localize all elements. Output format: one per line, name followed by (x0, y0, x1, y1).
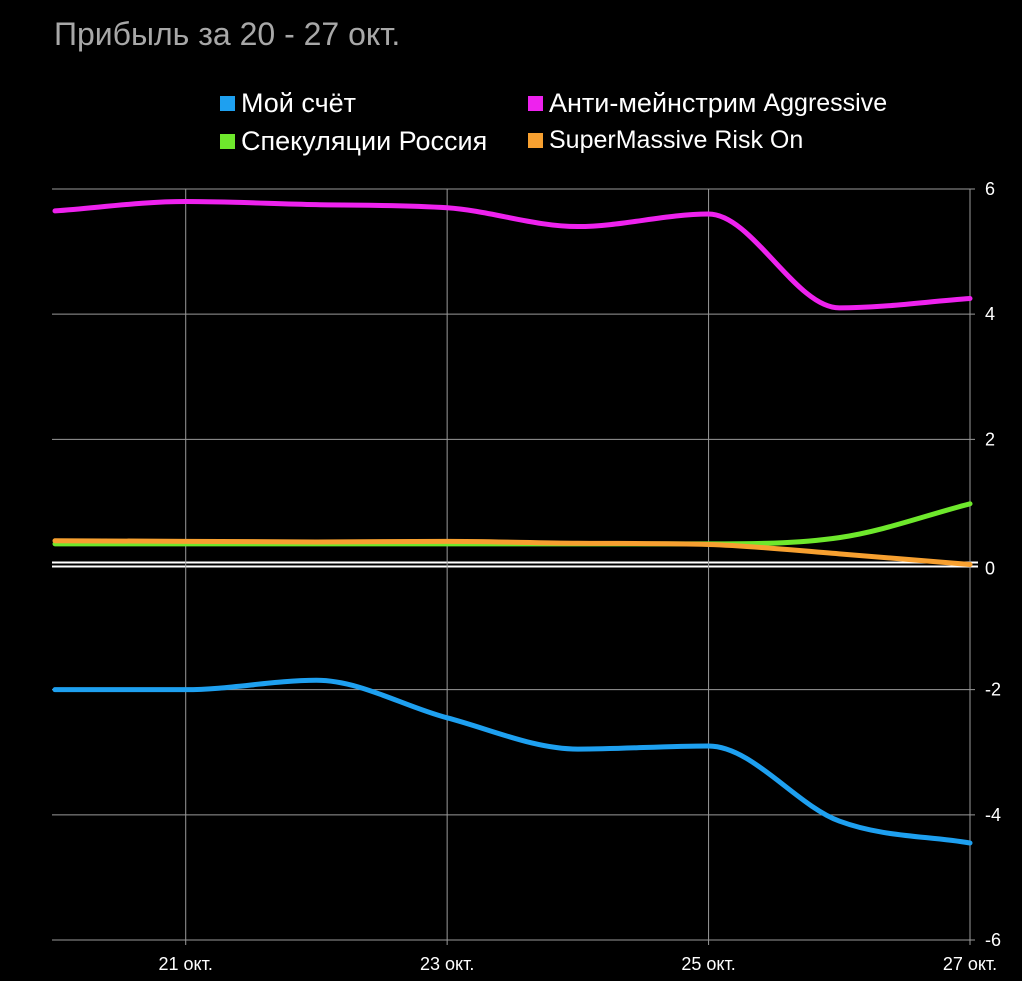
x-tick-label: 27 окт. (943, 954, 997, 974)
legend-label: Спекуляции Россия (241, 126, 488, 156)
x-tick-label: 23 окт. (420, 954, 474, 974)
legend-item-my-account: Мой счёт (220, 88, 356, 119)
series-line-my-account (52, 677, 973, 846)
legend-item-speculation-russia: Спекуляции Россия (220, 126, 487, 157)
series-lines (52, 199, 973, 846)
legend-swatch-speculation-russia (220, 134, 235, 149)
chart-title: Прибыль за 20 - 27 окт. (54, 16, 401, 52)
legend-label: Анти-мейнстрим (549, 88, 757, 118)
grid (52, 188, 978, 945)
legend-item-anti-mainstream: Анти-мейнстрим Aggressive (528, 88, 887, 119)
tick-labels: 6 4 2 0 -2 -4 -6 21 окт. 23 окт. 25 окт. 27 окт. (159, 179, 1001, 974)
legend-label: Мой счёт (241, 88, 357, 118)
y-tick-label: 2 (985, 429, 995, 449)
legend-swatch-supermassive (528, 133, 543, 148)
legend-swatch-my-account (220, 96, 235, 111)
legend-label-suffix: Aggressive (763, 89, 888, 117)
y-tick-label: 4 (985, 304, 995, 324)
legend-label-suffix: SuperMassive Risk On (549, 126, 804, 154)
y-tick-label: -6 (985, 930, 1001, 950)
series-line-supermassive (52, 538, 973, 567)
x-tick-label: 21 окт. (159, 954, 213, 974)
y-tick-label: -4 (985, 805, 1001, 825)
x-tick-label: 25 окт. (681, 954, 735, 974)
series-line-anti-mainstream (52, 199, 973, 311)
y-tick-label: 0 (985, 559, 995, 579)
legend-item-supermassive: SuperMassive Risk On (528, 126, 803, 155)
y-tick-label: -2 (985, 680, 1001, 700)
series-line-speculation-russia (52, 501, 973, 547)
y-tick-label: 6 (985, 179, 995, 199)
legend-swatch-anti-mainstream (528, 96, 543, 111)
